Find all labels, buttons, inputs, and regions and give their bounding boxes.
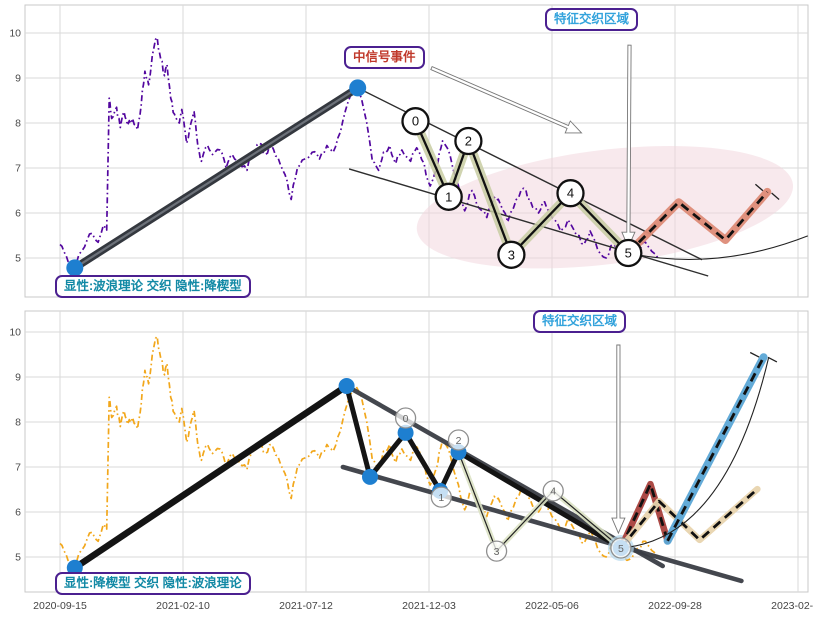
panel1-y-tick-7: 7 (15, 163, 21, 175)
panel2-y-tick-6: 6 (15, 507, 21, 519)
panel2-forecast-endcap-2-tick-1 (749, 351, 760, 358)
panel1-wave-marker-4 (556, 179, 585, 208)
panel1-y-tick-6: 6 (15, 208, 21, 220)
x-tick-2021-02-10: 2021-02-10 (156, 600, 210, 612)
x-tick-2023-02-13: 2023-02-13 (771, 600, 813, 612)
panel2-wedge-line-1 (340, 464, 744, 584)
feature-zone-label-top: 特征交织区域 (545, 8, 639, 31)
panel1-y-tick-5: 5 (15, 253, 21, 265)
panel2-hollow-arrow-0 (611, 344, 626, 535)
x-tick-2022-09-28: 2022-09-28 (648, 600, 702, 612)
panel1-price-line (59, 36, 659, 273)
explain-label-bottom: 显性:降楔型 交织 隐性:波浪理论 (55, 572, 251, 595)
panel2-pivot-dot-0 (66, 559, 83, 576)
panel1-wave-marker-label-4: 4 (567, 186, 574, 201)
panel1-y-tick-9: 9 (15, 73, 21, 85)
x-tick-2020-09-15: 2020-09-15 (33, 600, 87, 612)
panel2-trend-line (71, 382, 350, 572)
panel2-pivot-dot-3 (397, 424, 414, 441)
panel1-trend-line-core (74, 86, 359, 269)
panel1-wave-marker-0 (401, 107, 430, 136)
panel2-y-tick-7: 7 (15, 462, 21, 474)
panel2-y-tick-9: 9 (15, 372, 21, 384)
panel2-forecast-dash-2 (666, 356, 765, 542)
panel2-zigzag (344, 383, 624, 551)
panel1-wave-marker-2 (454, 126, 483, 156)
panel2-wave-marker-5 (610, 537, 632, 559)
panel1-projection-arc (628, 235, 808, 261)
panel2-forecast-dash-1 (619, 488, 759, 549)
panel2-wave-marker-1 (430, 486, 452, 508)
panel1-hollow-arrow-0 (430, 66, 583, 134)
panel2-wave-marker-3 (485, 540, 508, 562)
panel1-feature-ellipse (416, 146, 794, 269)
panel1-wave-marker-label-5: 5 (625, 246, 632, 261)
panel2-wave-marker-label-1: 1 (438, 492, 444, 504)
panel2-wave-marker-label-0: 0 (403, 413, 409, 425)
panel1-wave-marker-label-0: 0 (412, 114, 419, 129)
panel2-wave-marker-2 (447, 429, 470, 451)
panel1-pivot-dot-0 (66, 259, 84, 277)
panel2-wave-marker-label-2: 2 (456, 435, 462, 447)
panel2-wave-marker-label-3: 3 (494, 546, 500, 558)
panel1-wave-marker-5 (614, 238, 643, 268)
panel2-y-tick-5: 5 (15, 552, 21, 564)
panel1-wave-marker-3 (497, 240, 526, 269)
panel2-wave-marker-label-5: 5 (618, 543, 624, 555)
panel1-y-tick-10: 10 (9, 28, 21, 40)
feature-zone-label-bottom: 特征交织区域 (533, 310, 627, 333)
panel2-y-tick-8: 8 (15, 417, 21, 429)
panel2-thin-wave-line (457, 451, 622, 553)
x-tick-2021-12-03: 2021-12-03 (402, 600, 456, 612)
panel1-forecast-dash-0 (627, 190, 769, 254)
signal-event-label: 中信号事件 (344, 46, 425, 69)
panel2-pivot-dot-2 (362, 468, 378, 485)
panel1-pivot-dot-1 (349, 79, 367, 97)
panel2-forecast-dash-0 (619, 482, 669, 549)
panel1-forecast-endcap-0-tick-1 (754, 183, 764, 192)
panel1-forecast-endcap-0-tick-0 (771, 192, 780, 200)
panel1-wave-marker-label-1: 1 (445, 189, 452, 204)
x-tick-2022-05-06: 2022-05-06 (525, 600, 579, 612)
panel2-pivot-dot-1 (338, 378, 355, 394)
panel1-wedge-line-1 (348, 168, 709, 277)
explain-label-top: 显性:波浪理论 交织 隐性:降楔型 (55, 275, 251, 298)
panel1-wave-marker-label-3: 3 (508, 247, 515, 262)
panel1-y-tick-8: 8 (15, 118, 21, 130)
panel2-forecast-endcap-2-tick-0 (767, 356, 778, 363)
panel1-wave-marker-label-2: 2 (465, 134, 472, 149)
panel2-wave-marker-4 (542, 480, 564, 502)
panel2-y-tick-10: 10 (9, 327, 21, 339)
panel2-wave-marker-0 (394, 407, 417, 429)
panel2-wave-marker-label-4: 4 (550, 486, 556, 498)
x-tick-2021-07-12: 2021-07-12 (279, 600, 333, 612)
panel1-wave-marker-1 (434, 182, 463, 211)
panel2-projection-arc (620, 357, 770, 549)
